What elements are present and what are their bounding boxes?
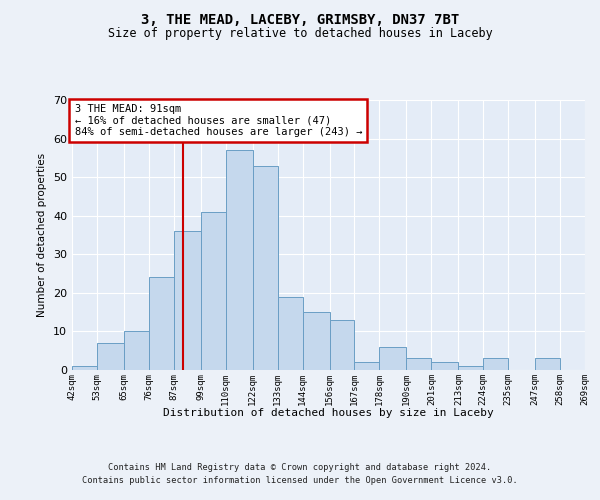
Bar [201,212,226,370]
Bar [278,296,302,370]
Bar [226,150,253,370]
Bar [72,366,97,370]
Bar [253,166,278,370]
Bar [458,366,484,370]
Text: 3, THE MEAD, LACEBY, GRIMSBY, DN37 7BT: 3, THE MEAD, LACEBY, GRIMSBY, DN37 7BT [141,12,459,26]
Bar [302,312,329,370]
Bar [173,231,201,370]
Bar [379,347,406,370]
Bar [329,320,355,370]
Bar [124,332,149,370]
Bar [431,362,458,370]
Bar [355,362,379,370]
Text: Distribution of detached houses by size in Laceby: Distribution of detached houses by size … [163,408,494,418]
Bar [97,343,124,370]
Text: Contains public sector information licensed under the Open Government Licence v3: Contains public sector information licen… [82,476,518,485]
Text: 3 THE MEAD: 91sqm
← 16% of detached houses are smaller (47)
84% of semi-detached: 3 THE MEAD: 91sqm ← 16% of detached hous… [74,104,362,137]
Bar [406,358,431,370]
Text: Contains HM Land Registry data © Crown copyright and database right 2024.: Contains HM Land Registry data © Crown c… [109,462,491,471]
Y-axis label: Number of detached properties: Number of detached properties [37,153,47,317]
Bar [484,358,508,370]
Text: Size of property relative to detached houses in Laceby: Size of property relative to detached ho… [107,28,493,40]
Bar [149,278,173,370]
Bar [535,358,560,370]
